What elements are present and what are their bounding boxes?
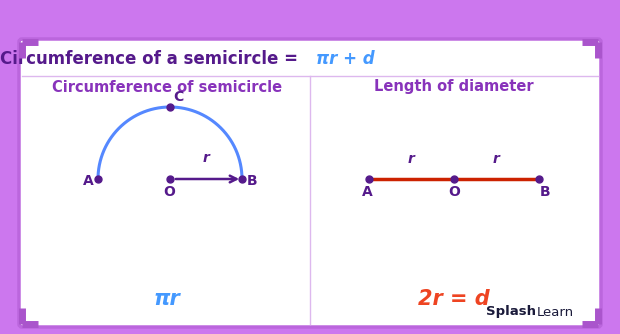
Text: A: A <box>82 174 94 188</box>
Text: πr + d: πr + d <box>316 50 374 68</box>
Text: B: B <box>539 185 551 199</box>
Text: A: A <box>361 185 373 199</box>
Text: r: r <box>408 152 415 166</box>
Text: r: r <box>493 152 500 166</box>
Text: 2r = d: 2r = d <box>418 289 490 309</box>
Text: r: r <box>203 151 210 165</box>
Text: Splash: Splash <box>486 306 536 319</box>
Text: C: C <box>173 90 183 104</box>
Text: Circumference of semicircle: Circumference of semicircle <box>52 79 282 95</box>
FancyBboxPatch shape <box>19 39 601 327</box>
Text: B: B <box>247 174 257 188</box>
Text: Learn: Learn <box>537 306 574 319</box>
Text: Circumference of a semicircle =: Circumference of a semicircle = <box>1 50 310 68</box>
Text: πr: πr <box>154 289 180 309</box>
Text: Length of diameter: Length of diameter <box>374 79 534 95</box>
Text: O: O <box>163 185 175 199</box>
Text: O: O <box>448 185 460 199</box>
